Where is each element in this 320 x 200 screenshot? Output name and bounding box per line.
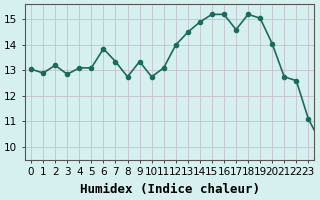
X-axis label: Humidex (Indice chaleur): Humidex (Indice chaleur)	[80, 183, 260, 196]
